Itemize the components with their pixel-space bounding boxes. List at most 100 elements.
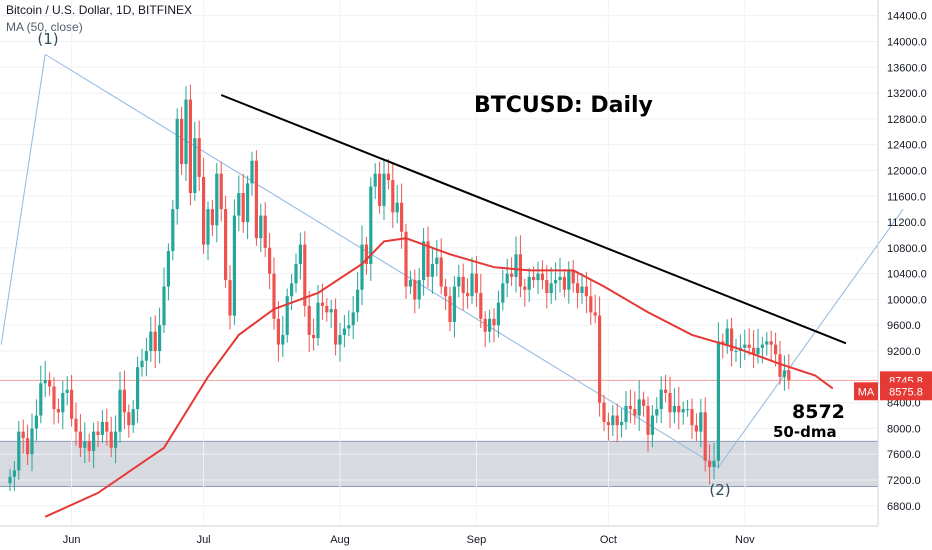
candle-body — [668, 392, 672, 413]
candle-body — [659, 389, 663, 410]
candle-body — [633, 409, 637, 416]
candle-body — [611, 415, 615, 426]
candle-body — [760, 344, 764, 348]
ma-caption-annotation: 50-dma — [773, 423, 837, 441]
candle-body — [356, 289, 360, 313]
candle-body — [342, 328, 346, 335]
candle-body — [118, 389, 122, 432]
candle-body — [259, 215, 263, 239]
y-tick-label: 12800.0 — [887, 114, 927, 126]
x-tick-label: Aug — [330, 534, 350, 546]
candle-body — [158, 325, 162, 352]
candle-body — [664, 389, 668, 393]
candle-body — [514, 254, 518, 277]
candle-body — [254, 160, 258, 239]
candle-body — [624, 405, 628, 422]
candle-body — [404, 231, 408, 287]
wave-2-label: (2) — [709, 481, 730, 499]
candle-body — [347, 325, 351, 329]
candle-body — [655, 409, 659, 416]
y-tick-label: 14400.0 — [887, 11, 927, 23]
candle-body — [435, 257, 439, 264]
candle-body — [439, 257, 443, 287]
candle-body — [549, 283, 553, 293]
y-tick-label: 10800.0 — [887, 243, 927, 255]
candle-body — [193, 138, 197, 194]
candle-body — [364, 244, 368, 264]
candle-body — [219, 173, 223, 210]
candle-body — [752, 347, 756, 355]
ma-legend-label: MA — [858, 386, 875, 398]
candle-body — [373, 173, 377, 187]
candle-body — [672, 405, 676, 413]
candle-body — [303, 244, 307, 306]
candle-body — [228, 280, 232, 316]
candle-body — [730, 328, 734, 352]
candle-body — [74, 418, 78, 432]
x-tick-label: Nov — [735, 534, 755, 546]
candle-body — [681, 409, 685, 413]
indicator-legend: MA (50, close) — [6, 20, 83, 34]
candle-body — [650, 415, 654, 435]
candle-body — [290, 283, 294, 297]
candle-body — [65, 389, 69, 393]
candle-body — [272, 273, 276, 319]
channel-line — [0, 54, 46, 345]
candle-body — [114, 431, 118, 448]
candle-body — [765, 341, 769, 345]
y-tick-label: 11600.0 — [887, 191, 926, 203]
channel-line — [44, 53, 719, 468]
channel-line — [717, 208, 904, 468]
candle-body — [206, 209, 210, 245]
candle-body — [686, 409, 690, 411]
candle-body — [510, 273, 514, 277]
candle-body — [593, 312, 597, 316]
candle-body — [545, 280, 549, 293]
candle-body — [8, 476, 12, 484]
candle-body — [492, 318, 496, 326]
candle-body — [606, 421, 610, 426]
candle-body — [690, 409, 694, 426]
ma-price-value: 8575.8 — [889, 386, 923, 398]
candle-body — [87, 441, 91, 451]
candle-body — [580, 286, 584, 293]
y-tick-label: 8000.0 — [887, 423, 921, 435]
candle-body — [26, 438, 30, 455]
candle-body — [501, 283, 505, 303]
candle-body — [294, 263, 298, 284]
candle-body — [369, 186, 373, 264]
candle-body — [131, 409, 135, 426]
candle-body — [12, 470, 16, 477]
candle-body — [83, 441, 87, 448]
candle-body — [628, 405, 632, 410]
candle-body — [734, 351, 738, 353]
candle-body — [268, 247, 272, 274]
candle-body — [48, 380, 52, 387]
candle-body — [395, 202, 399, 213]
candle-body — [188, 99, 192, 194]
y-tick-label: 10000.0 — [887, 294, 927, 306]
candle-body — [334, 309, 338, 345]
candle-body — [747, 344, 751, 348]
ma-50-line — [44, 237, 834, 518]
y-tick-label: 8400.0 — [887, 398, 921, 410]
candle-body — [105, 421, 109, 432]
candle-body — [316, 302, 320, 339]
ma-legend-tag — [854, 382, 878, 401]
candle-body — [584, 286, 588, 297]
ma-value-annotation: 8572 — [792, 401, 845, 423]
candle-body — [725, 328, 729, 345]
candle-body — [250, 160, 254, 184]
x-tick-label: Sep — [467, 534, 487, 546]
candle-body — [109, 431, 113, 448]
candle-body — [756, 347, 760, 355]
candle-body — [360, 244, 364, 290]
candle-body — [562, 276, 566, 290]
candle-body — [180, 118, 184, 165]
candle-body — [276, 318, 280, 345]
candle-body — [540, 273, 544, 281]
candle-body — [30, 428, 34, 455]
candle-body — [430, 263, 434, 277]
candle-body — [417, 280, 421, 300]
y-tick-label: 12000.0 — [887, 165, 927, 177]
